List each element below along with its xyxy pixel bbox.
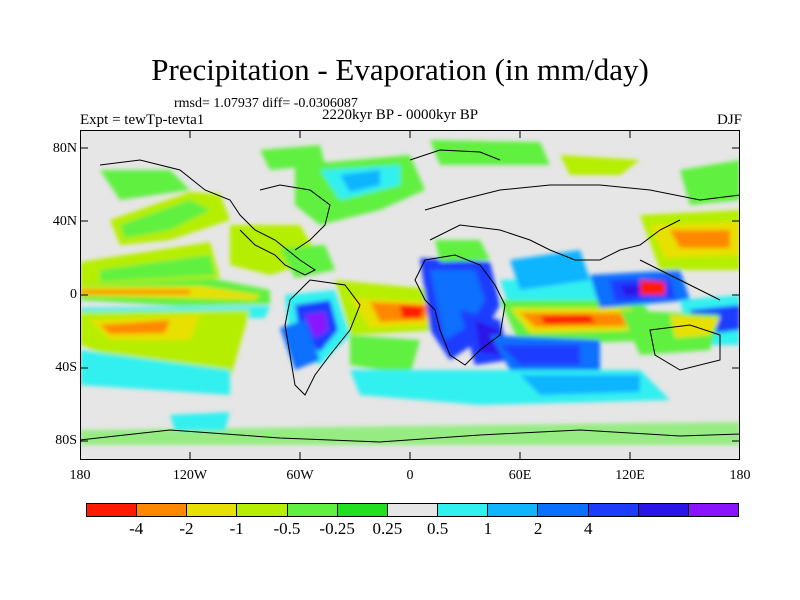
colorbar-label-3: -0.5	[273, 519, 301, 538]
coastlines	[80, 149, 740, 443]
stats-label: rmsd= 1.07937 diff= -0.0306087	[174, 96, 358, 111]
lon-label-0: 0	[406, 468, 414, 483]
lon-label-60e: 60E	[508, 468, 532, 483]
colorbar-label-1: -2	[179, 519, 194, 538]
colorbar-label-4: -0.25	[319, 519, 355, 538]
colorbar-swatch-2	[187, 504, 238, 516]
colorbar	[86, 503, 739, 517]
colorbar-label-6: 0.5	[426, 519, 449, 538]
lat-label-40n: 40N	[52, 214, 77, 229]
colorbar-swatch-7	[438, 504, 489, 516]
colorbar-swatch-11	[638, 504, 689, 516]
colorbar-swatch-3	[237, 504, 288, 516]
lon-label-180e: 180	[729, 468, 751, 483]
precip-evap-map	[80, 130, 740, 460]
colorbar-swatch-5	[337, 504, 388, 516]
colorbar-swatch-12	[688, 504, 739, 516]
period-label: 2220kyr BP - 0000kyr BP	[322, 107, 479, 123]
lat-label-80s: 80S	[55, 433, 77, 448]
lat-label-40s: 40S	[55, 360, 77, 375]
colorbar-label-7: 1	[483, 519, 493, 538]
lon-label-60w: 60W	[286, 468, 314, 483]
colorbar-swatch-9	[538, 504, 589, 516]
colorbar-swatch-8	[488, 504, 539, 516]
colorbar-label-2: -1	[229, 519, 244, 538]
lat-label-eq: 0	[70, 287, 77, 302]
colorbar-swatch-1	[137, 504, 188, 516]
experiment-label: Expt = tewTp-tevta1	[80, 112, 205, 128]
map-panel	[80, 130, 740, 460]
map-ticks	[80, 130, 740, 460]
lon-label-120e: 120E	[615, 468, 645, 483]
lon-label-120w: 120W	[172, 468, 208, 483]
colorbar-swatch-10	[588, 504, 639, 516]
season-label: DJF	[716, 112, 742, 128]
colorbar-label-9: 4	[584, 519, 593, 538]
colorbar-label-8: 2	[533, 519, 543, 538]
chart-title: Precipitation - Evaporation (in mm/day)	[151, 52, 649, 87]
lat-label-80n: 80N	[52, 141, 77, 156]
lon-label-180w: 180	[69, 468, 91, 483]
colorbar-swatch-6	[387, 504, 439, 516]
colorbar-label-0: -4	[129, 519, 144, 538]
field-shading	[80, 140, 740, 445]
colorbar-label-5: 0.25	[372, 519, 403, 538]
colorbar-swatch-0	[87, 504, 138, 516]
colorbar-swatch-4	[287, 504, 338, 516]
